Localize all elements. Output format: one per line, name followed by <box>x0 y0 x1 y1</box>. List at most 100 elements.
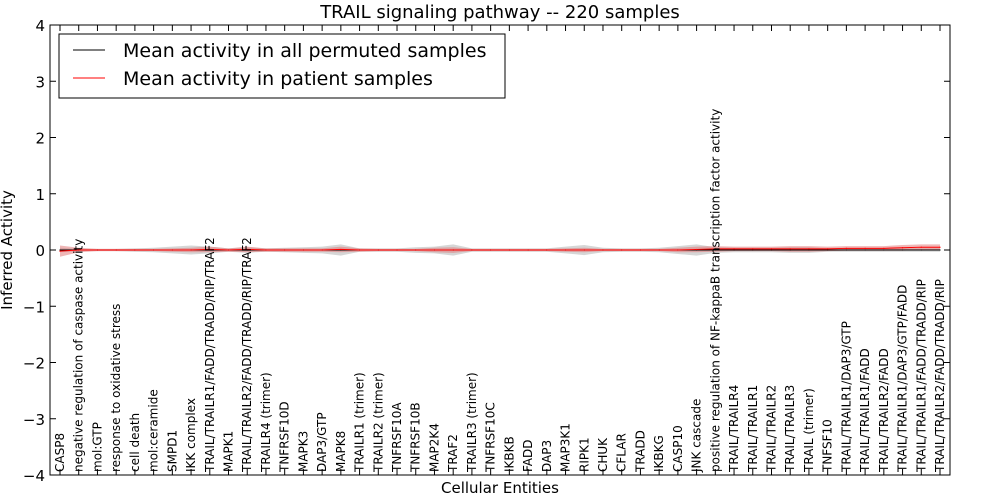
series-point <box>527 249 529 251</box>
series-point <box>845 247 847 249</box>
x-tick-label: TRAIL/TRAILR2/FADD <box>877 348 891 473</box>
series-line-1 <box>59 246 940 252</box>
series-point <box>808 249 810 251</box>
x-tick-label: TRAIL/TRAILR2 <box>764 385 778 473</box>
x-tick-label: RIPK1 <box>577 437 591 472</box>
x-tick-label: IKBKB <box>502 436 516 472</box>
x-tick-label: response to oxidative stress <box>109 304 123 472</box>
series-point <box>827 249 829 251</box>
x-tick-label: MAPK3 <box>296 431 310 472</box>
series-point <box>639 249 642 251</box>
series-point <box>209 248 211 251</box>
series-point <box>939 249 941 251</box>
y-tick-label: 4 <box>35 17 45 35</box>
x-tick-label: TNFRSF10D <box>278 401 292 473</box>
y-tick-label: −1 <box>23 298 45 316</box>
series-point <box>284 249 286 251</box>
series-point <box>583 249 585 251</box>
series-point <box>864 249 866 251</box>
series-point <box>134 249 136 251</box>
x-tick-label: TRAILR1 (trimer) <box>353 372 367 473</box>
x-tick-label: TRAF2 <box>446 434 460 473</box>
y-tick-label: 1 <box>35 186 45 204</box>
x-tick-label: JNK cascade <box>690 399 704 473</box>
plot-area <box>59 244 941 257</box>
x-tick-label: mol:GTP <box>90 422 104 472</box>
series-point <box>302 249 305 251</box>
series-point <box>602 249 604 251</box>
y-axis-label: Inferred Activity <box>0 190 16 310</box>
x-tick-label: mol:ceramide <box>147 389 161 472</box>
series-point <box>452 249 454 251</box>
series-band-1 <box>60 244 940 257</box>
series-point <box>246 248 248 251</box>
series-point <box>752 248 754 250</box>
series-point <box>59 250 61 252</box>
series-point <box>78 249 80 251</box>
series-point <box>920 249 922 251</box>
series-point <box>508 249 510 251</box>
x-tick-label: DAP3/GTP <box>315 412 329 472</box>
series-point <box>340 248 342 251</box>
series-point <box>939 246 941 248</box>
series-point <box>901 249 904 251</box>
x-tick-label: negative regulation of caspase activity <box>72 239 86 472</box>
series-point <box>396 249 398 251</box>
x-tick-label: TNFRSF10A <box>390 402 404 473</box>
series-point <box>714 248 716 250</box>
x-tick-label: TRAILR2 (trimer) <box>371 372 385 473</box>
series-point <box>695 248 698 251</box>
series-point <box>770 248 773 250</box>
series-point <box>471 249 473 251</box>
series-point <box>827 248 829 250</box>
series-point <box>883 249 885 251</box>
series-point <box>190 249 192 251</box>
x-tick-label: CASP8 <box>53 433 67 472</box>
series-point <box>433 249 436 251</box>
series-point <box>901 247 904 249</box>
x-tick-label: TNFRSF10C <box>484 402 498 473</box>
series-point <box>658 249 660 251</box>
series-point <box>96 249 99 251</box>
x-tick-label: cell death <box>128 413 142 472</box>
y-tick-label: −2 <box>23 355 45 373</box>
series-point <box>789 248 791 250</box>
x-tick-label: IKBKG <box>652 435 666 472</box>
x-tick-label: TRAIL/TRAILR1/FADD/TRADD/RIP <box>914 279 928 473</box>
x-tick-label: TNFSF10 <box>821 419 835 473</box>
legend-box <box>58 33 506 99</box>
x-tick-label: TRAIL/TRAILR1/FADD/TRADD/RIP/TRAF2 <box>203 237 217 473</box>
legend-label-permuted: Mean activity in all permuted samples <box>123 40 486 62</box>
x-tick-label: CASP10 <box>671 425 685 472</box>
y-tick-label: −4 <box>23 467 45 485</box>
x-tick-label: TRAIL/TRAILR4 <box>727 385 741 473</box>
x-tick-label: TRAIL/TRAILR2/FADD/TRADD/RIP/TRAF2 <box>240 237 254 473</box>
series-point <box>415 249 417 251</box>
y-tick-label: −3 <box>23 411 45 429</box>
series-point <box>677 249 679 251</box>
x-tick-label: FADD <box>521 440 535 473</box>
series-point <box>733 249 735 251</box>
series-point <box>714 249 716 251</box>
series-point <box>733 248 735 250</box>
series-point <box>789 249 791 251</box>
series-point <box>864 247 866 249</box>
series-point <box>227 249 230 251</box>
series-point <box>752 249 754 251</box>
series-point <box>808 248 810 250</box>
series-point <box>883 247 885 249</box>
x-tick-label: MAP3K1 <box>559 423 573 472</box>
x-tick-label: TRAIL/TRAILR1 <box>746 385 760 473</box>
x-tick-label: TRAIL (trimer) <box>802 388 816 473</box>
series-point <box>770 249 773 251</box>
y-tick-label: 3 <box>35 73 45 91</box>
series-point <box>265 249 267 251</box>
x-tick-label: SMPD1 <box>165 430 179 472</box>
x-tick-label: MAP2K4 <box>427 423 441 472</box>
series-point <box>377 249 379 251</box>
x-tick-label: MAPK1 <box>222 431 236 472</box>
x-tick-label: TRAILR3 (trimer) <box>465 372 479 473</box>
x-tick-label: TRAIL/TRAILR1/DAP3/GTP <box>839 321 853 473</box>
x-tick-label: CHUK <box>596 437 610 472</box>
x-tick-label: IKK complex <box>184 398 198 472</box>
